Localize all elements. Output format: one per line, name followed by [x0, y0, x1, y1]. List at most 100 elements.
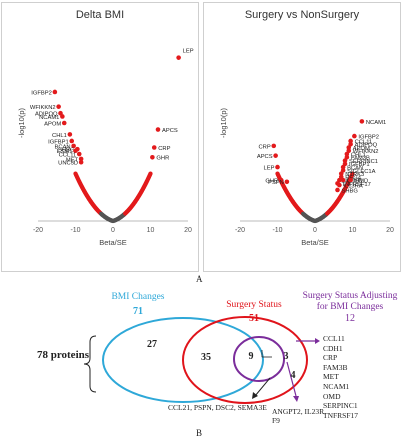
data-point — [71, 143, 76, 149]
x-axis-label: Beta/SE — [301, 238, 329, 247]
data-point — [60, 114, 65, 119]
point-label: CHL1 — [351, 152, 366, 158]
arrow-head — [252, 392, 258, 399]
protein-list-item: CCL11 — [323, 334, 345, 343]
venn-set-label-adjusted: Surgery Status Adjusting for BMI Changes — [302, 291, 398, 312]
point-label: SIGLEC1A — [347, 169, 375, 175]
point-label: CCL11 — [59, 152, 77, 158]
protein-list-item: CRP — [323, 353, 338, 363]
point-label: APOM — [353, 146, 370, 152]
arrow-head — [315, 338, 320, 344]
panel-label-a: A — [196, 274, 203, 284]
venn-region-bmi-only: 27 — [147, 339, 157, 350]
protein-list-item: SERPINC1 — [323, 401, 358, 411]
data-point — [335, 187, 340, 193]
venn-region-bmi-surgery: 35 — [201, 352, 211, 363]
point-label: SHBG — [58, 148, 75, 154]
point-label: WFIKKN2 — [353, 149, 379, 155]
x-tick-label: -20 — [33, 227, 43, 234]
point-label: IGFBP2 — [31, 90, 52, 96]
protein-list-item: OMD — [323, 391, 341, 401]
point-label: LEP — [183, 49, 194, 55]
x-tick-label: 0 — [111, 227, 115, 234]
significant-point — [350, 171, 355, 176]
point-label: CDH1 — [347, 179, 363, 185]
venn-region-surgery-only: 4 — [290, 370, 296, 381]
point-label: LEP — [264, 166, 275, 172]
data-point — [344, 151, 350, 157]
x-tick-label: -20 — [235, 227, 245, 234]
x-tick-label: 20 — [386, 227, 394, 234]
x-tick-label: -10 — [272, 227, 282, 234]
volcano-plot-delta-bmi: -20 -10 0 10 20 Beta/SE -log10(p) LEP IGFBP2 WFIK… — [17, 49, 194, 247]
x-tick-label: 0 — [313, 227, 317, 234]
volcano-panel-surgery: Surgery vs NonSurgery -20 -10 0 10 20 Beta/SE… — [203, 2, 401, 272]
point-label: CRP — [259, 144, 271, 150]
significant-point — [148, 171, 153, 176]
y-axis-label: -log10(p) — [17, 107, 26, 138]
protein-list-item: MET — [323, 372, 339, 382]
x-tick-label: -10 — [70, 227, 80, 234]
point-label: UNC5D — [58, 161, 78, 167]
point-label: NCAM1 — [39, 115, 59, 121]
point-label: SERPINC1 — [349, 159, 378, 165]
x-tick-label: 20 — [184, 227, 192, 234]
point-label: BCAN — [55, 144, 71, 150]
data-point — [78, 156, 84, 162]
data-point — [56, 104, 61, 109]
venn-region-all-three: 9 — [248, 351, 254, 362]
venn-set-label-bmi: BMI Changes — [111, 292, 165, 302]
point-label: CCL11 — [355, 139, 373, 145]
point-label: GHR — [156, 156, 169, 162]
x-tick-label: 10 — [349, 227, 357, 234]
point-label: PSPN — [268, 180, 284, 186]
data-point — [342, 158, 348, 163]
protein-list-item: TNFRSF17 — [323, 410, 359, 420]
data-point — [359, 119, 365, 124]
protein-list-purple: ANGPT2, IL23R, F9 — [272, 407, 326, 425]
point-label: ESM1 — [57, 149, 73, 155]
data-point — [284, 179, 290, 185]
point-label: ADIPOQ — [355, 143, 378, 149]
data-point — [150, 155, 155, 160]
arrow-to-bottom-list — [254, 377, 271, 397]
data-point — [340, 177, 346, 183]
data-point — [348, 138, 353, 144]
x-tick-label: 10 — [147, 227, 155, 234]
protein-list-item: FAM3B — [323, 362, 348, 372]
point-label: ADIPOQ — [35, 112, 58, 118]
point-label: GHR — [265, 179, 278, 185]
data-point — [337, 182, 342, 188]
venn-brace — [83, 335, 97, 393]
point-label: CRP — [158, 146, 170, 152]
data-point — [275, 164, 280, 170]
point-label: CHL1 — [52, 133, 67, 139]
data-point — [273, 153, 278, 158]
point-label: TNFRSF17 — [342, 182, 371, 188]
data-point — [67, 132, 73, 137]
point-label: BCAN — [347, 166, 363, 172]
chart-title: Surgery vs NonSurgery — [244, 9, 360, 21]
protein-list-bottom: CCL21, PSPN, DSC2, SEMA3E — [168, 403, 267, 412]
point-label: FAM3B — [351, 156, 370, 162]
point-label: OMD — [355, 179, 369, 185]
venn-total-label: 78 proteins — [36, 349, 90, 361]
venn-set-count-bmi: 71 — [133, 306, 143, 317]
data-point — [340, 164, 346, 170]
data-point — [346, 145, 352, 150]
x-axis-label: Beta/SE — [99, 238, 127, 247]
point-label: MET — [66, 157, 79, 163]
venn-set-count-surgery: 51 — [249, 313, 259, 324]
data-point — [338, 171, 344, 176]
y-axis-label: -log10(p) — [219, 107, 228, 138]
venn-circle-bmi — [102, 317, 264, 403]
point-label: NCAM1 — [366, 120, 386, 126]
data-point — [76, 151, 82, 157]
point-label: IGFBP1 — [349, 162, 370, 168]
data-point — [61, 120, 67, 126]
point-label: NTRK3 — [345, 172, 364, 178]
data-point — [352, 133, 357, 139]
data-point — [52, 89, 58, 95]
point-label: SHBG — [342, 188, 359, 194]
panel-label-b: B — [196, 428, 203, 438]
